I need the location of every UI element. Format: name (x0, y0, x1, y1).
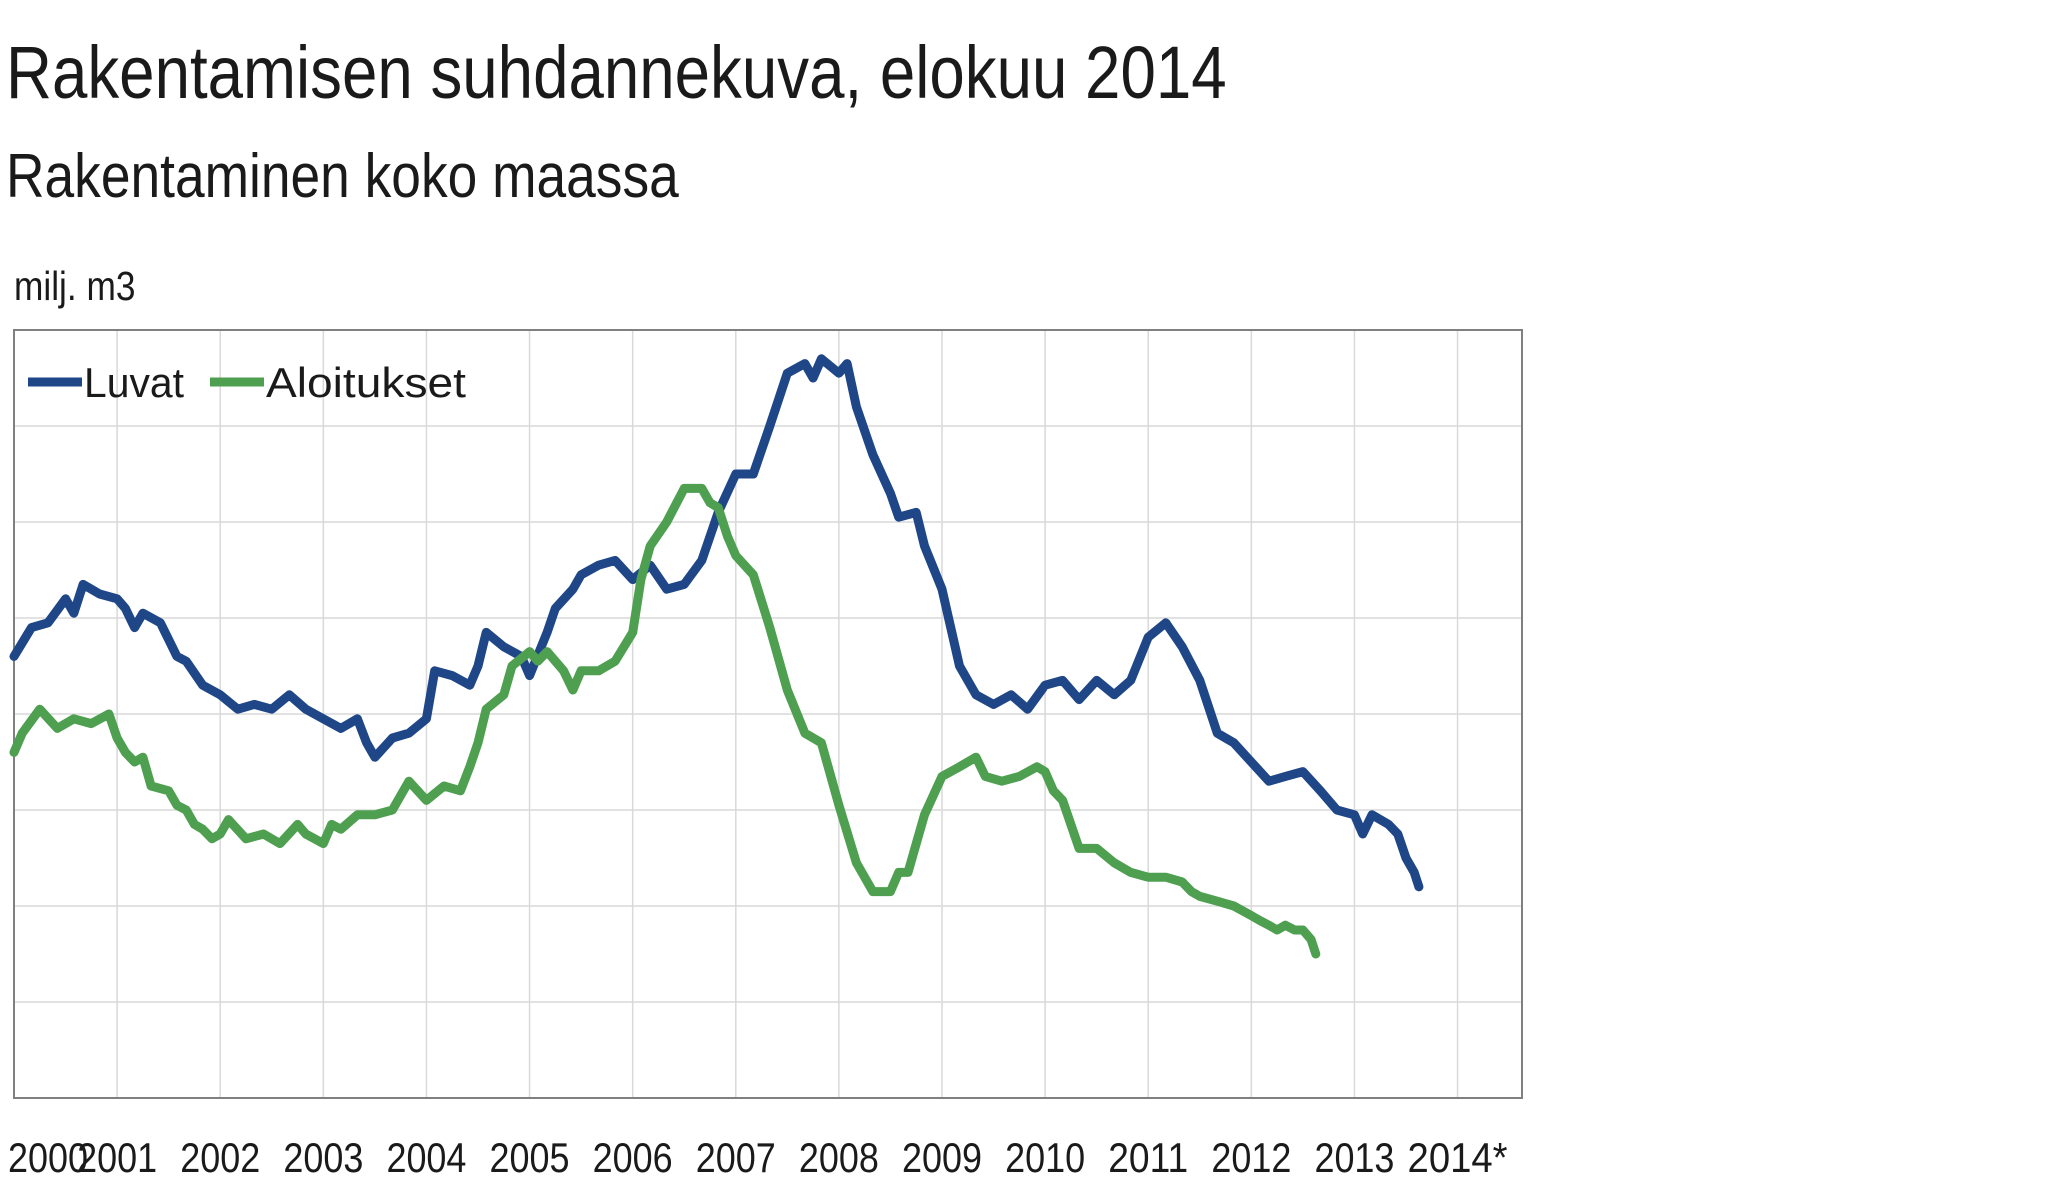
x-tick-label: 2003 (283, 1134, 363, 1181)
chart-subtitle: Rakentaminen koko maassa (6, 142, 679, 211)
x-tick-label: 2005 (490, 1134, 570, 1181)
x-tick-label: 2009 (902, 1134, 982, 1181)
legend-label-aloitukset: Aloitukset (266, 359, 466, 406)
chart-legend: Luvat Aloitukset (28, 359, 466, 406)
x-tick-label: 2002 (180, 1134, 260, 1181)
x-tick-label: 2014* (1408, 1134, 1508, 1181)
series-line-aloitukset (9, 483, 1321, 959)
series-lines (9, 354, 1424, 959)
x-tick-label: 2013 (1314, 1134, 1394, 1181)
chart-grid (14, 330, 1522, 1098)
series-line-luvat (9, 354, 1424, 892)
chart-title: Rakentamisen suhdannekuva, elokuu 2014 (6, 31, 1227, 114)
x-tick-label: 2006 (593, 1134, 673, 1181)
x-tick-label: 2004 (386, 1134, 466, 1181)
y-axis-unit-label: milj. m3 (14, 263, 136, 309)
x-tick-label: 2012 (1211, 1134, 1291, 1181)
legend-label-luvat: Luvat (84, 359, 184, 406)
x-tick-label: 2011 (1108, 1134, 1188, 1181)
x-tick-label: 2000 (8, 1134, 88, 1181)
plot-frame (13, 329, 1523, 1099)
x-tick-label: 2010 (1005, 1134, 1085, 1181)
x-tick-label: 2001 (77, 1134, 157, 1181)
x-tick-label: 2007 (696, 1134, 776, 1181)
x-tick-label: 2008 (799, 1134, 879, 1181)
